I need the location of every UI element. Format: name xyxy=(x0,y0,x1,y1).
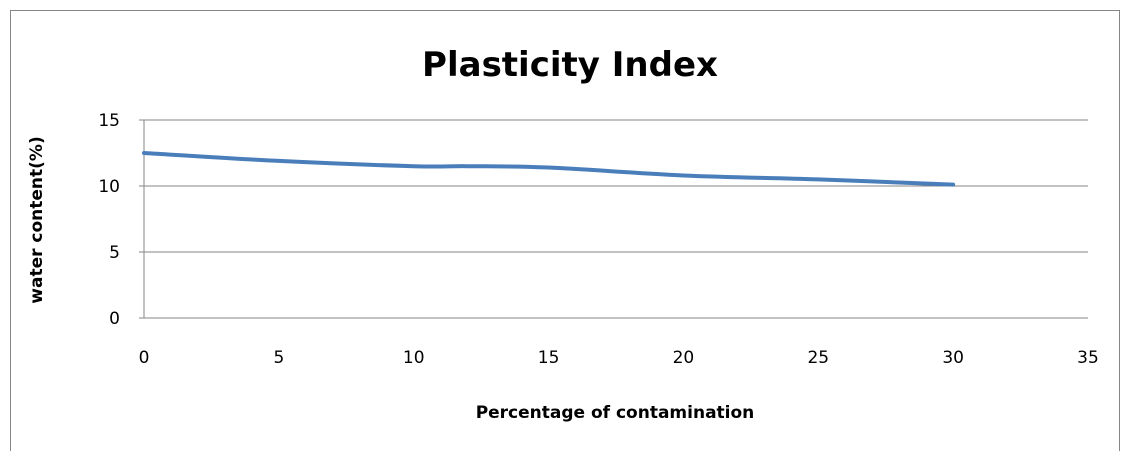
grid-layer xyxy=(144,119,1088,253)
y-tick-labels: 0 5 10 15 xyxy=(98,111,120,329)
y-axis-label: water content(%) xyxy=(27,136,47,303)
x-tick-label-35: 35 xyxy=(1077,348,1099,368)
x-tick-label-10: 10 xyxy=(403,348,425,368)
series-line-0 xyxy=(142,151,956,187)
chart-title: Plasticity Index xyxy=(422,45,718,85)
y-tick-label-0: 0 xyxy=(109,309,120,329)
x-tick-label-20: 20 xyxy=(673,348,695,368)
chart-frame xyxy=(10,10,1120,451)
x-tick-label-0: 0 xyxy=(139,348,150,368)
x-tick-label-5: 5 xyxy=(273,348,284,368)
y-tick-label-15: 15 xyxy=(98,111,120,131)
x-axis-label: Percentage of contamination xyxy=(476,403,755,423)
x-tick-labels: 0 5 10 15 20 25 30 35 xyxy=(139,348,1099,368)
y-tick-label-10: 10 xyxy=(98,177,120,197)
y-tick-label-5: 5 xyxy=(109,243,120,263)
series-layer xyxy=(142,151,956,187)
axis-layer xyxy=(139,119,1088,319)
x-tick-label-30: 30 xyxy=(942,348,964,368)
x-tick-label-15: 15 xyxy=(538,348,560,368)
x-tick-label-25: 25 xyxy=(807,348,829,368)
